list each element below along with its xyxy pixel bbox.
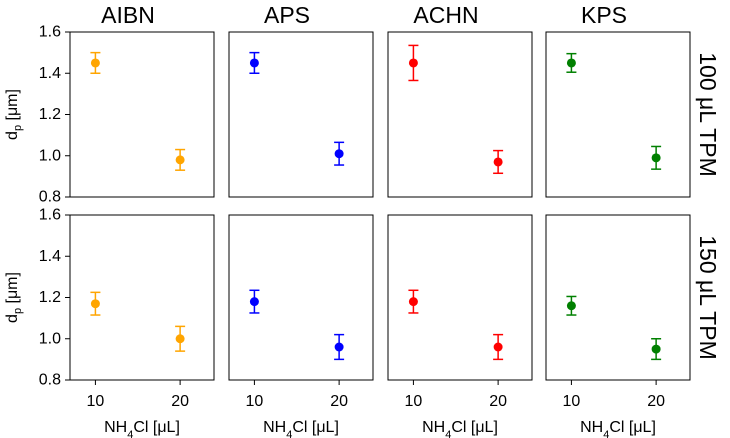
data-point [651, 344, 661, 354]
data-point [249, 297, 259, 307]
panel-frame [69, 214, 215, 381]
data-point [408, 58, 418, 68]
panel-frame [387, 214, 533, 381]
x-tick-label: 10 [405, 393, 423, 410]
x-tick-label: 20 [489, 393, 507, 410]
y-tick-label: 1.2 [39, 289, 61, 306]
y-axis-label: dp [μm] [4, 272, 25, 323]
data-point [651, 153, 661, 163]
row-title: 100 μL TPM [695, 52, 721, 176]
y-tick-label: 1.6 [39, 24, 61, 41]
data-point [334, 342, 344, 352]
x-axis-label: NH4Cl [μL] [263, 419, 339, 438]
data-point [566, 58, 576, 68]
y-tick-label: 1.4 [39, 248, 61, 265]
x-tick-label: 10 [246, 393, 264, 410]
panel-frame [228, 31, 374, 198]
data-point [493, 157, 503, 167]
data-point [90, 58, 100, 68]
y-tick-label: 1.4 [39, 65, 61, 82]
y-tick-label: 1.2 [39, 106, 61, 123]
x-tick-label: 10 [563, 393, 581, 410]
row-title: 150 μL TPM [695, 235, 721, 359]
panel-frame [69, 31, 215, 198]
panel-frame [228, 214, 374, 381]
y-tick-label: 1.0 [39, 330, 61, 347]
column-title-achn: ACHN [413, 2, 478, 28]
y-tick-label: 0.8 [39, 372, 61, 389]
x-tick-label: 10 [87, 393, 105, 410]
y-tick-label: 1.0 [39, 147, 61, 164]
column-title-kps: KPS [581, 2, 627, 28]
data-point [566, 301, 576, 311]
panel-frame [545, 214, 691, 381]
x-tick-label: 20 [330, 393, 348, 410]
column-title-aps: APS [264, 2, 310, 28]
x-axis-label: NH4Cl [μL] [104, 419, 180, 438]
data-point [175, 155, 185, 165]
x-axis-label: NH4Cl [μL] [580, 419, 656, 438]
panel-frame [387, 31, 533, 198]
y-tick-label: 0.8 [39, 189, 61, 206]
x-tick-label: 20 [171, 393, 189, 410]
data-point [408, 297, 418, 307]
data-point [334, 149, 344, 159]
data-point [175, 334, 185, 344]
x-tick-label: 20 [647, 393, 665, 410]
data-point [90, 299, 100, 309]
x-axis-label: NH4Cl [μL] [422, 419, 498, 438]
data-point [493, 342, 503, 352]
data-point [249, 58, 259, 68]
panel-frame [545, 31, 691, 198]
y-axis-label: dp [μm] [4, 89, 25, 140]
y-tick-label: 1.6 [39, 207, 61, 224]
column-title-aibn: AIBN [101, 2, 155, 28]
